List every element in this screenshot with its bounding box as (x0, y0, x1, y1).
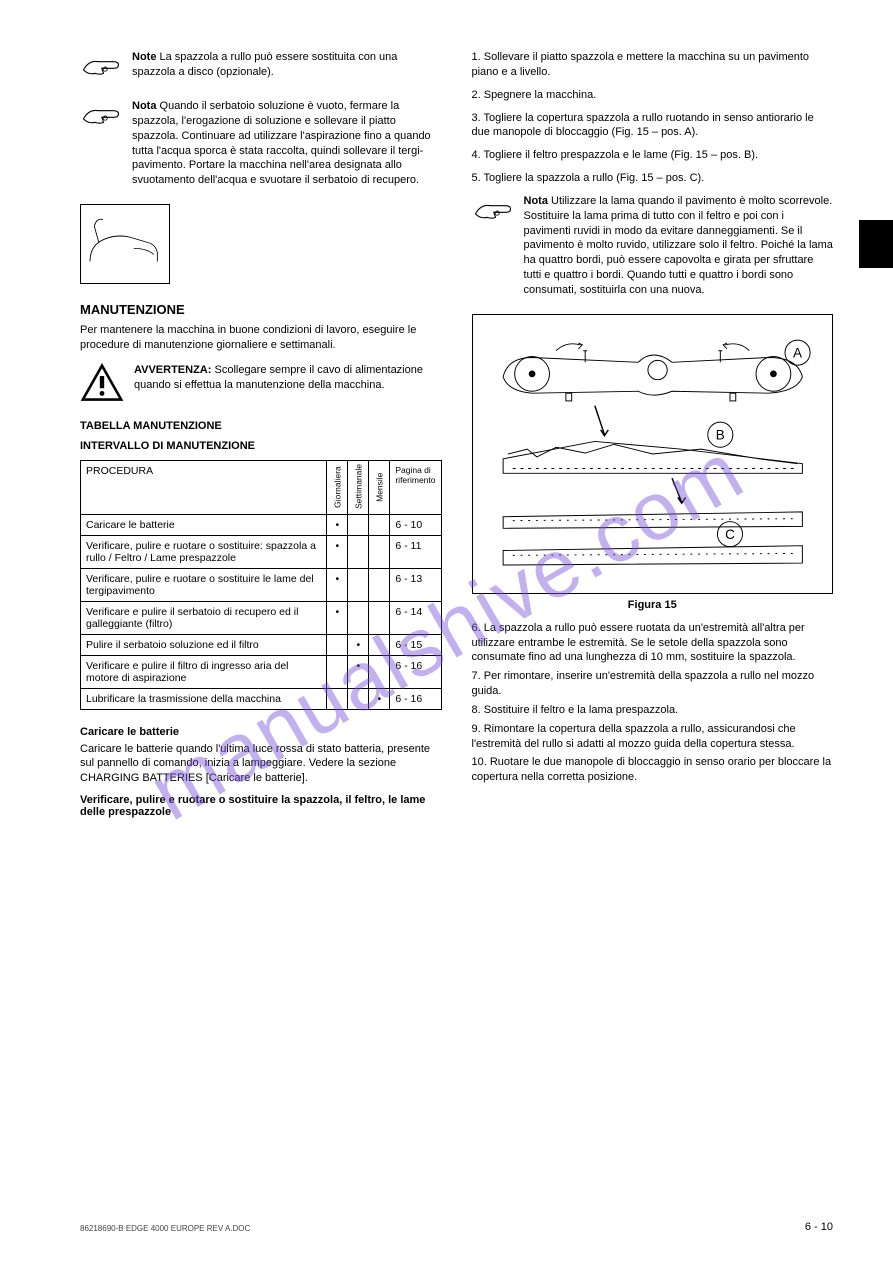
note-right-text: Nota Utilizzare la lama quando il pavime… (524, 194, 834, 298)
step-7: 7. Per rimontare, inserire un'estremità … (472, 669, 834, 699)
note-2-body: Quando il serbatoio soluzione è vuoto, f… (132, 100, 431, 186)
figure-15-diagram: A B C (472, 314, 834, 594)
step-10: 10. Ruotare le due manopole di bloccaggi… (472, 755, 834, 785)
cell-proc: Pulire il serbatoio soluzione ed il filt… (81, 634, 327, 655)
cell-proc: Lubrificare la trasmissione della macchi… (81, 688, 327, 709)
note-block-1: Note La spazzola a rullo può essere sost… (80, 50, 442, 83)
pointing-hand-icon (80, 99, 122, 132)
cell-proc: Verificare, pulire e ruotare o sostituir… (81, 568, 327, 601)
cell-p: 6 - 10 (390, 514, 441, 535)
brush-check-title: Verificare, pulire e ruotare o sostituir… (80, 794, 442, 818)
cell-m (369, 601, 390, 634)
cell-w (348, 535, 369, 568)
pointing-hand-icon (472, 194, 514, 227)
label-b: B (715, 427, 724, 442)
right-column: 1. Sollevare il piatto spazzola e metter… (472, 50, 834, 822)
maintenance-table: PROCEDURA Giornaliera Settimanale Mensil… (80, 460, 442, 710)
cell-d: • (327, 568, 348, 601)
hdr-daily: Giornaliera (327, 460, 348, 514)
cell-w: • (348, 634, 369, 655)
cell-d: • (327, 514, 348, 535)
table-row: Verificare e pulire il filtro di ingress… (81, 655, 442, 688)
label-a: A (793, 345, 802, 360)
cell-proc: Verificare e pulire il serbatoio di recu… (81, 601, 327, 634)
cell-m (369, 514, 390, 535)
maintenance-intro: Per mantenere la macchina in buone condi… (80, 323, 442, 353)
table-row: Verificare e pulire il serbatoio di recu… (81, 601, 442, 634)
warning-block: AVVERTENZA: Scollegare sempre il cavo di… (80, 363, 442, 406)
label-c: C (725, 527, 735, 542)
warning-triangle-icon (80, 363, 124, 406)
page-number: 6 - 10 (805, 1221, 833, 1233)
content-columns: Note La spazzola a rullo può essere sost… (80, 50, 833, 822)
charge-text: Caricare le batterie quando l'ultima luc… (80, 742, 442, 787)
note-1-text: Note La spazzola a rullo può essere sost… (132, 50, 442, 80)
page-edge-tab (859, 220, 893, 268)
steps-list: 6. La spazzola a rullo può essere ruotat… (472, 621, 834, 785)
charge-title: Caricare le batterie (80, 726, 442, 738)
cell-d: • (327, 535, 348, 568)
table-header-row: PROCEDURA Giornaliera Settimanale Mensil… (81, 460, 442, 514)
cell-p: 6 - 13 (390, 568, 441, 601)
small-machine-diagram (80, 204, 170, 284)
cell-d: • (327, 601, 348, 634)
step-4: 4. Togliere il feltro prespazzola e le l… (472, 148, 834, 163)
hdr-procedure: PROCEDURA (81, 460, 327, 514)
step-6: 6. La spazzola a rullo può essere ruotat… (472, 621, 834, 666)
left-column: Note La spazzola a rullo può essere sost… (80, 50, 442, 822)
maintenance-heading: MANUTENZIONE (80, 302, 442, 317)
table-row: Verificare, pulire e ruotare o sostituir… (81, 568, 442, 601)
cell-m: • (369, 688, 390, 709)
note-1-body: La spazzola a rullo può essere sostituit… (132, 51, 397, 78)
step-3: 3. Togliere la copertura spazzola a rull… (472, 111, 834, 141)
document-id: 86218690-B EDGE 4000 EUROPE REV A.DOC (80, 1224, 250, 1233)
cell-d (327, 655, 348, 688)
cell-w: • (348, 655, 369, 688)
step-2: 2. Spegnere la macchina. (472, 88, 834, 103)
table-row: Caricare le batterie• 6 - 10 (81, 514, 442, 535)
warning-text: AVVERTENZA: Scollegare sempre il cavo di… (134, 363, 442, 393)
table-row: Verificare, pulire e ruotare o sostituir… (81, 535, 442, 568)
cell-p: 6 - 16 (390, 655, 441, 688)
note-2-text: Nota Quando il serbatoio soluzione è vuo… (132, 99, 442, 188)
note-block-right: Nota Utilizzare la lama quando il pavime… (472, 194, 834, 298)
step-8: 8. Sostituire il feltro e la lama prespa… (472, 703, 834, 718)
cell-m (369, 634, 390, 655)
pointing-hand-icon (80, 50, 122, 83)
cell-proc: Verificare, pulire e ruotare o sostituir… (81, 535, 327, 568)
cell-p: 6 - 16 (390, 688, 441, 709)
warning-label: AVVERTENZA: (134, 364, 211, 376)
table-row: Lubrificare la trasmissione della macchi… (81, 688, 442, 709)
note-2-label: Nota (132, 100, 156, 112)
cell-m (369, 535, 390, 568)
hdr-monthly: Mensile (369, 460, 390, 514)
table-row: Pulire il serbatoio soluzione ed il filt… (81, 634, 442, 655)
cell-w (348, 514, 369, 535)
maint-interval-title: INTERVALLO DI MANUTENZIONE (80, 440, 442, 452)
note-block-2: Nota Quando il serbatoio soluzione è vuo… (80, 99, 442, 188)
cell-d (327, 634, 348, 655)
cell-p: 6 - 15 (390, 634, 441, 655)
cell-p: 6 - 11 (390, 535, 441, 568)
hdr-page: Pagina di riferimento (390, 460, 441, 514)
cell-proc: Verificare e pulire il filtro di ingress… (81, 655, 327, 688)
note-right-label: Nota (524, 195, 548, 207)
note-right-body: Utilizzare la lama quando il pavimento è… (524, 195, 833, 296)
cell-m (369, 655, 390, 688)
maint-table-title: TABELLA MANUTENZIONE (80, 420, 442, 432)
step-5: 5. Togliere la spazzola a rullo (Fig. 15… (472, 171, 834, 186)
figure-caption: Figura 15 (472, 598, 834, 613)
cell-proc: Caricare le batterie (81, 514, 327, 535)
cell-m (369, 568, 390, 601)
cell-w (348, 688, 369, 709)
cell-p: 6 - 14 (390, 601, 441, 634)
cell-w (348, 601, 369, 634)
hdr-weekly: Settimanale (348, 460, 369, 514)
step-1: 1. Sollevare il piatto spazzola e metter… (472, 50, 834, 80)
cell-d (327, 688, 348, 709)
note-1-label: Note (132, 51, 156, 63)
cell-w (348, 568, 369, 601)
step-9: 9. Rimontare la copertura della spazzola… (472, 722, 834, 752)
